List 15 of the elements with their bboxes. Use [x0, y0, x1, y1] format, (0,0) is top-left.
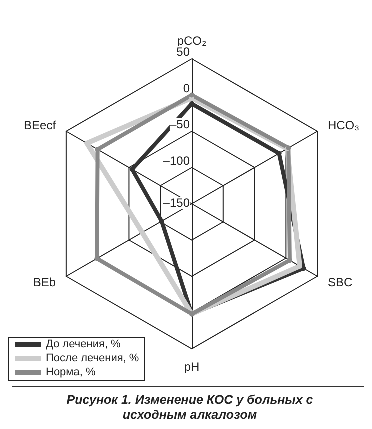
y-tick-label: 50 — [176, 45, 190, 59]
legend-label: До лечения, % — [46, 338, 122, 350]
spoke-label: pCO₂ — [177, 34, 207, 48]
spoke-label: pH — [184, 360, 200, 374]
spoke-label: BEecf — [24, 118, 57, 132]
y-tick-label: –50 — [170, 118, 190, 132]
y-tick-label: 0 — [183, 81, 190, 96]
legend-label: После лечения, % — [46, 352, 140, 364]
spoke-label: BEb — [33, 276, 56, 290]
spoke-label: SBC — [328, 276, 353, 290]
text: Рисунок 1. Изменение КОС у больных с исходным алкалозом — [66, 393, 314, 423]
legend-label: Норма, % — [46, 366, 96, 378]
y-tick-label: –100 — [163, 154, 190, 168]
spoke-label: HCO₃ — [328, 118, 360, 132]
y-tick-label: –150 — [163, 196, 190, 210]
